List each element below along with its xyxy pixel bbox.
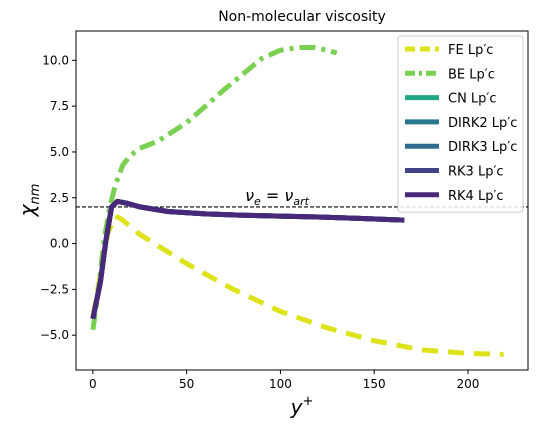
chart-title: Non-molecular viscosity (218, 9, 386, 25)
x-axis-label: y+ (290, 394, 314, 419)
x-tick-label: 200 (457, 377, 480, 391)
y-axis-label: χnm (15, 184, 43, 218)
series-line-7 (90, 198, 405, 320)
x-tick-label: 0 (89, 377, 97, 391)
legend-label-2: BE Lp′c (448, 67, 495, 82)
legend-label-4: DIRK2 Lp′c (448, 116, 517, 131)
plot-frame (75, 30, 529, 371)
axes (75, 30, 529, 371)
y-tick-label: −2.5 (40, 282, 69, 296)
legend-label-7: RK4 Lp′c (448, 189, 504, 204)
y-tick-label: 2.5 (50, 191, 69, 205)
x-tick-label: 150 (363, 377, 386, 391)
legend-label-1: FE Lp′c (448, 43, 493, 58)
legend-label-3: CN Lp′c (448, 92, 497, 107)
legend-label-6: RK3 Lp′c (448, 165, 504, 180)
series-line-1 (90, 213, 504, 357)
y-tick-label: 10.0 (42, 53, 69, 67)
x-tick-label: 100 (269, 377, 292, 391)
x-tick-label: 50 (179, 377, 194, 391)
y-tick-label: 7.5 (50, 99, 69, 113)
series-line-2 (90, 45, 338, 331)
y-tick-label: −5.0 (40, 328, 69, 342)
y-tick-label: 5.0 (50, 145, 69, 159)
series-layer (90, 45, 504, 357)
reference-line-label: νe = νart (245, 186, 309, 208)
y-tick-label: 0.0 (50, 237, 69, 251)
legend-label-5: DIRK3 Lp′c (448, 140, 517, 155)
legend: FE Lp′c BE Lp′c CN Lp′c DIRK2 Lp′c DIRK3 Lp′… (397, 35, 524, 213)
ticks: 0 50 100 150 200 −5.0 −2.5 0.0 2.5 5.0 7.5 10.0 (40, 53, 480, 391)
